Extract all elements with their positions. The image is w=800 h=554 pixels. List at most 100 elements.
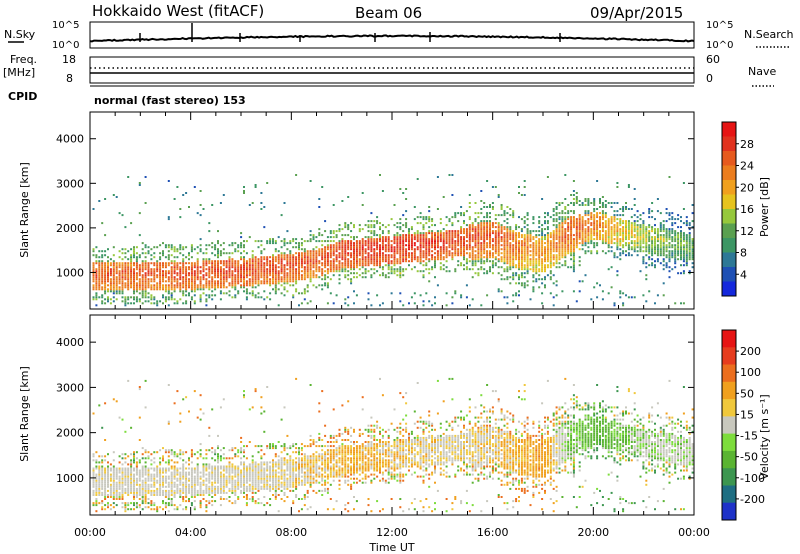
power-cell <box>135 276 138 279</box>
power-cell <box>454 248 457 251</box>
power-cell <box>280 276 283 279</box>
power-cell <box>162 254 164 257</box>
velocity-cell <box>135 483 138 486</box>
power-cell <box>104 198 107 200</box>
power-cell <box>625 294 627 297</box>
power-cell <box>350 268 353 271</box>
power-cell <box>567 218 570 221</box>
power-cell <box>584 220 587 223</box>
power-cell <box>552 236 555 239</box>
power-cell <box>636 210 639 213</box>
power-cell <box>390 268 393 271</box>
power-cell <box>251 280 254 283</box>
power-cell <box>535 242 538 245</box>
power-cell <box>451 248 454 251</box>
power-cell <box>199 214 202 217</box>
power-cell <box>680 236 682 239</box>
velocity-cell <box>179 494 182 496</box>
power-cell <box>410 234 413 237</box>
power-cell <box>465 224 468 227</box>
power-cell <box>179 246 182 249</box>
power-cell <box>289 264 292 267</box>
power-cell <box>668 214 671 217</box>
power-cell <box>489 238 491 241</box>
power-cell <box>95 262 98 265</box>
velocity-cell <box>164 481 167 484</box>
power-cell <box>477 242 480 245</box>
power-cell <box>503 278 506 281</box>
velocity-cell <box>141 489 144 492</box>
velocity-cell <box>104 491 107 494</box>
power-cell <box>688 254 691 257</box>
power-cell <box>651 216 654 219</box>
velocity-cell <box>115 475 118 478</box>
power-cell <box>434 224 436 227</box>
power-cell <box>445 254 448 257</box>
power-cell <box>674 248 677 251</box>
power-cell <box>541 302 544 305</box>
power-cell <box>164 300 167 303</box>
power-cell <box>549 276 552 279</box>
power-cell <box>199 280 202 283</box>
power-cell <box>425 262 428 265</box>
power-cell <box>448 236 451 239</box>
power-cell <box>416 230 419 233</box>
power-cell <box>601 218 604 221</box>
velocity-cell <box>182 500 185 503</box>
power-cell <box>240 274 243 277</box>
power-cell <box>419 262 422 265</box>
power-cell <box>512 238 515 241</box>
power-cell <box>283 266 286 269</box>
velocity-cell <box>153 491 156 494</box>
power-cell <box>408 240 410 243</box>
power-cell <box>147 300 150 303</box>
power-cell <box>688 232 691 235</box>
power-cell <box>170 272 173 275</box>
power-cell <box>245 262 248 265</box>
velocity-cell <box>130 473 133 476</box>
power-cell <box>648 238 651 241</box>
power-cell <box>483 234 486 237</box>
power-cell <box>133 282 135 285</box>
power-cell <box>326 286 329 289</box>
power-cell <box>393 238 396 241</box>
power-cell <box>381 268 384 271</box>
power-cell <box>509 248 512 251</box>
power-cell <box>671 246 674 249</box>
power-cell <box>541 268 544 271</box>
power-cell <box>408 236 410 239</box>
power-cell <box>147 292 150 295</box>
power-cell <box>376 242 379 245</box>
power-cell <box>668 250 671 253</box>
power-cell <box>546 238 549 241</box>
power-cell <box>477 238 480 241</box>
power-cell <box>341 258 344 261</box>
power-cell <box>217 270 219 273</box>
power-cell <box>671 252 674 255</box>
power-cell <box>162 288 164 291</box>
power-cell <box>546 236 549 239</box>
power-cell <box>133 276 135 279</box>
power-cell <box>318 252 321 255</box>
power-cell <box>347 196 350 198</box>
power-cell <box>529 298 532 301</box>
power-cell <box>205 284 208 287</box>
power-cell <box>601 204 604 206</box>
power-cell <box>471 252 474 255</box>
power-cell <box>138 274 141 277</box>
power-cell <box>170 288 173 291</box>
power-cell <box>541 262 544 265</box>
power-cell <box>344 256 347 259</box>
power-cell <box>654 246 656 249</box>
power-cell <box>431 268 434 271</box>
power-cell <box>596 222 599 225</box>
power-cell <box>451 174 454 176</box>
power-cell <box>176 250 179 253</box>
power-cell <box>535 248 538 251</box>
velocity-cell <box>162 481 164 484</box>
power-cell <box>219 260 222 263</box>
power-cell <box>272 282 274 285</box>
power-cell <box>361 264 364 267</box>
power-cell <box>193 288 196 291</box>
power-cell <box>593 216 596 219</box>
